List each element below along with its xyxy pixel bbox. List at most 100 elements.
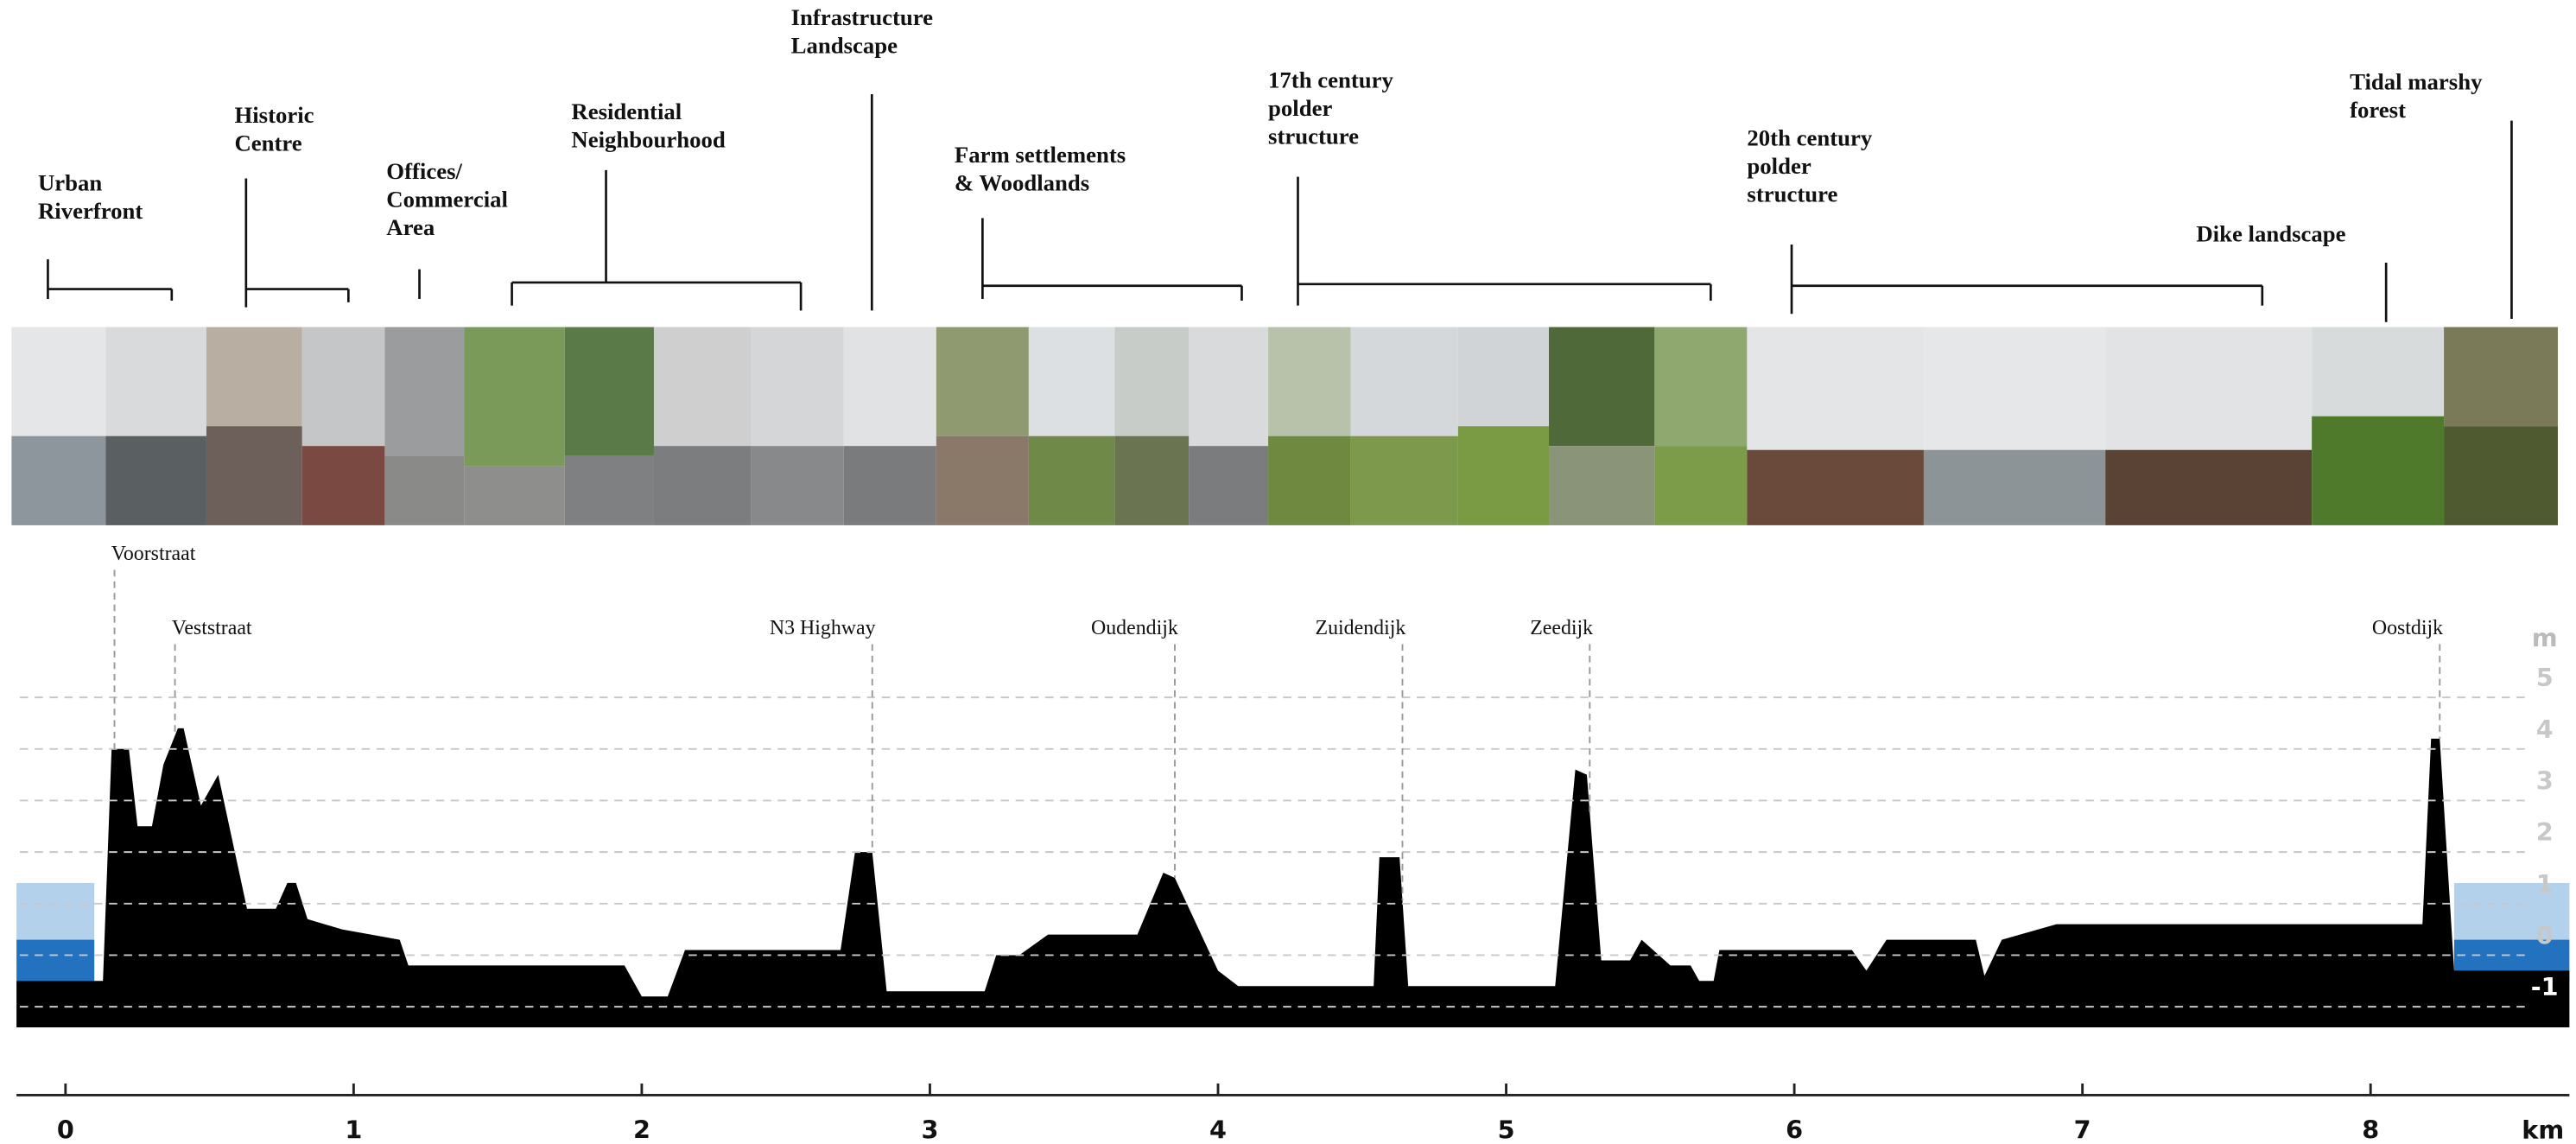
photo-sky [1114,327,1190,436]
photo-ground [1028,435,1115,525]
annotation-label: Oudendijk [1091,617,1178,639]
photo-ground [653,446,752,525]
zone-label: Offices/ [386,158,462,184]
zone-label: Riverfront [38,198,143,224]
photo-sky [653,327,752,447]
elevation-profile [16,728,2570,1028]
photo-ground [2105,449,2313,525]
y-tick-label: 3 [2536,766,2554,795]
photo-sky [751,327,844,447]
annotation-label: Oostdijk [2372,617,2443,639]
photo-sky [843,327,936,447]
photo-ground [206,426,302,525]
x-tick-label: 3 [921,1115,938,1144]
zone-label: Historic [234,102,314,128]
water-high [16,882,95,940]
zone-label: Centre [234,130,301,156]
y-tick-label: 0 [2536,920,2554,950]
zone-label: Landscape [791,33,898,59]
photo-sky [1457,327,1550,427]
x-tick-label: 7 [2074,1115,2091,1144]
zone-label: Infrastructure [791,4,934,30]
photo-sky [206,327,302,427]
photo-sky [105,327,206,436]
y-axis-label: m [2532,623,2558,652]
annotation-label: Veststraat [172,617,252,639]
x-axis-label: km [2522,1115,2564,1144]
zone-label: polder [1268,95,1332,121]
zone-label: polder [1747,153,1811,179]
photo-ground [564,455,654,525]
photo-sky [1350,327,1458,436]
photo-ground [1923,449,2106,525]
photo-sky [1923,327,2106,450]
zone-label: Dike landscape [2196,221,2345,247]
x-tick-label: 2 [633,1115,650,1144]
photo-sky [2312,327,2445,416]
photo-sky [1549,327,1655,447]
photo-ground [1350,435,1458,525]
zone-label: Residential [571,99,682,124]
annotation-label: Zuidendijk [1316,617,1406,639]
photo-sky [2444,327,2558,427]
photo-sky [936,327,1029,436]
photo-ground [2444,426,2558,525]
zone-label: structure [1747,181,1837,207]
zone-label: 17th century [1268,67,1394,93]
photo-ground [843,446,936,525]
photo-ground [301,446,385,525]
x-tick-label: 8 [2362,1115,2379,1144]
photo-sky [1747,327,1924,450]
photo-sky [1189,327,1269,447]
photo-sky [464,327,565,467]
photo-ground [11,435,106,525]
annotation-label: N3 Highway [770,617,876,639]
zone-label: 20th century [1747,125,1873,151]
zone-label: Neighbourhood [571,127,726,153]
photo-sky [301,327,385,447]
zone-label: Tidal marshy [2350,69,2483,95]
annotation-label: Zeedijk [1530,617,1593,639]
photo-sky [2105,327,2313,450]
water-high [2453,882,2570,940]
photo-sky [384,327,465,456]
x-tick-label: 0 [57,1115,74,1144]
photo-sky [564,327,654,456]
photo-sky [1268,327,1351,436]
x-tick-label: 1 [345,1115,362,1144]
photo-ground [1114,435,1190,525]
photo-ground [105,435,206,525]
x-tick-label: 5 [1498,1115,1515,1144]
x-tick-label: 6 [1786,1115,1803,1144]
y-tick-label: 5 [2536,663,2554,692]
zone-label: structure [1268,124,1359,149]
photo-sky [11,327,106,436]
photo-ground [2312,416,2445,525]
y-tick-label: 1 [2536,869,2554,899]
annotation-label: Voorstraat [111,543,196,565]
photo-ground [384,455,465,525]
photo-ground [1654,446,1748,525]
photo-ground [1268,435,1351,525]
photo-ground [1457,426,1550,525]
y-tick-label: -1 [2531,972,2559,1001]
zone-label: & Woodlands [955,169,1089,195]
photo-sky [1028,327,1115,436]
x-tick-label: 4 [1209,1115,1227,1144]
zone-label: Area [386,214,435,240]
photo-ground [1747,449,1924,525]
photo-ground [464,466,565,525]
zone-label: Farm settlements [955,142,1126,168]
photo-ground [936,435,1029,525]
y-tick-label: 2 [2536,817,2554,847]
zone-label: Urban [38,169,102,195]
photo-ground [1549,446,1655,525]
zone-label: Commercial [386,186,508,212]
y-tick-label: 4 [2536,715,2554,744]
photo-ground [751,446,844,525]
photo-ground [1189,446,1269,525]
water-mean [16,939,95,982]
zone-label: forest [2350,97,2406,123]
